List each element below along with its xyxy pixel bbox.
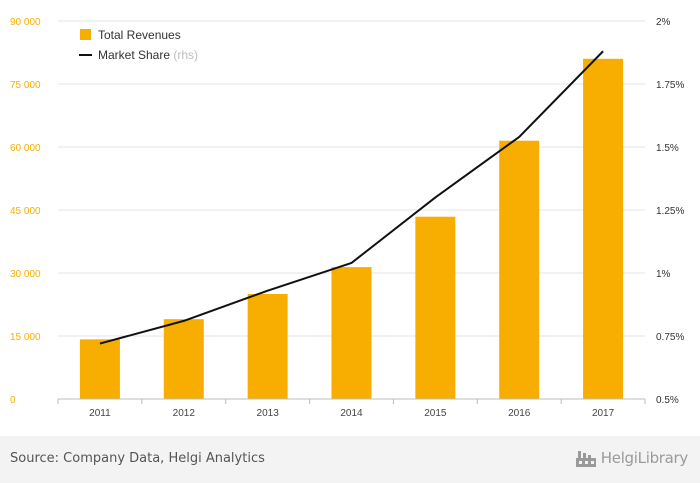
market-share-point[interactable]: [350, 261, 354, 265]
market-share-point[interactable]: [517, 135, 521, 139]
legend-label-market-share[interactable]: Market Share (rhs): [98, 48, 198, 62]
bar-series: [79, 58, 624, 400]
market-share-point[interactable]: [433, 195, 437, 199]
helgi-factory-logo-icon: [575, 451, 596, 467]
x-tick-label: 2013: [257, 408, 280, 419]
bar-2013[interactable]: [247, 294, 288, 399]
y-right-tick-label: 0.75%: [656, 332, 684, 343]
chart: 90 000 2% 75 000 1.75% 60 000 1.5% 45 000 1.25%…: [10, 17, 684, 419]
x-tick-label: 2014: [340, 408, 363, 419]
x-tick-label: 2017: [592, 408, 615, 419]
source-text: Source: Company Data, Helgi Analytics: [10, 451, 265, 466]
y-right-tick-label: 1.5%: [656, 143, 679, 154]
y-right-tick-label: 1.25%: [656, 206, 684, 217]
bar-2015[interactable]: [415, 216, 456, 399]
legend-swatch-total-revenues: [80, 29, 91, 40]
bar-2012[interactable]: [163, 319, 204, 399]
brand-name: HelgiLibrary: [600, 449, 689, 467]
y-right-tick-label: 0.5%: [656, 395, 679, 406]
y-left-tick-label: 60 000: [10, 143, 41, 154]
y-right-tick-label: 1.75%: [656, 80, 684, 91]
market-share-point[interactable]: [182, 319, 186, 323]
y-left-tick-label: 0: [10, 395, 16, 406]
axes: 90 000 2% 75 000 1.75% 60 000 1.5% 45 000 1.25%…: [10, 17, 684, 419]
market-share-point[interactable]: [266, 289, 270, 293]
brand[interactable]: HelgiLibrary: [575, 448, 688, 468]
y-left-tick-label: 45 000: [10, 206, 41, 217]
x-tick-label: 2011: [89, 408, 111, 419]
y-left-tick-label: 15 000: [10, 332, 41, 343]
market-share-line[interactable]: [99, 50, 604, 345]
bar-2011[interactable]: [79, 339, 120, 399]
y-right-tick-label: 1%: [656, 269, 671, 280]
legend-label-total-revenues[interactable]: Total Revenues: [98, 28, 181, 42]
bar-2016[interactable]: [499, 140, 540, 399]
y-right-tick-label: 2%: [656, 17, 671, 28]
bar-2017[interactable]: [583, 58, 624, 400]
bar-2014[interactable]: [331, 267, 372, 399]
y-left-tick-label: 90 000: [10, 17, 41, 28]
legend[interactable]: Total Revenues Market Share (rhs): [79, 28, 198, 62]
line-series: [98, 49, 605, 346]
x-tick-label: 2015: [424, 408, 447, 419]
footer: Source: Company Data, Helgi Analytics He…: [0, 436, 700, 483]
market-share-point[interactable]: [98, 342, 102, 346]
y-left-tick-label: 75 000: [10, 80, 41, 91]
market-share-point[interactable]: [601, 49, 605, 53]
x-tick-label: 2016: [508, 408, 531, 419]
x-tick-label: 2012: [173, 408, 196, 419]
legend-suffix-rhs: (rhs): [173, 48, 198, 62]
y-left-tick-label: 30 000: [10, 269, 41, 280]
